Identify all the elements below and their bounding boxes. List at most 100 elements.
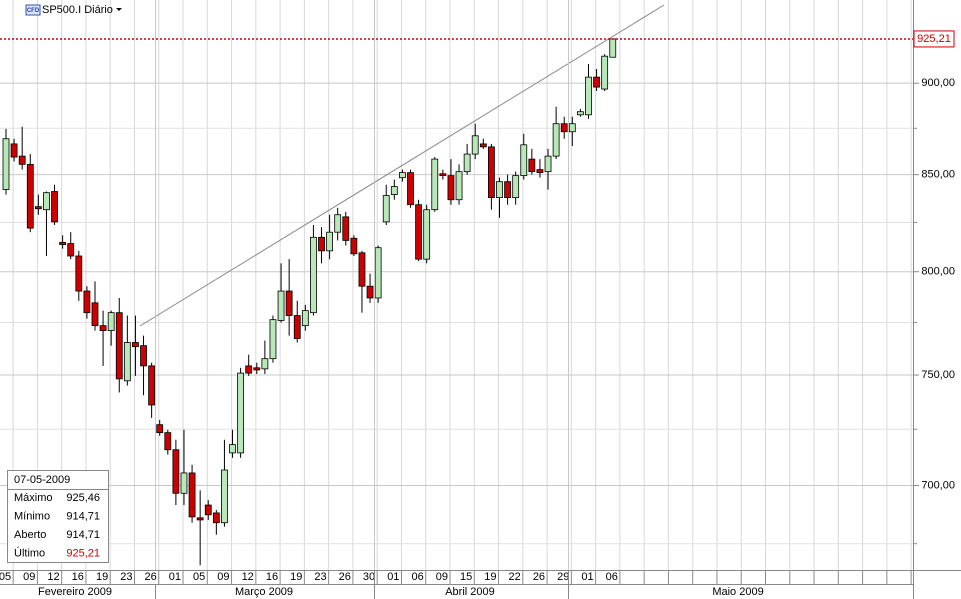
candle-body [318, 236, 325, 252]
grid [0, 0, 913, 570]
candle-body [407, 172, 414, 206]
candle-body [544, 155, 552, 173]
candle-body [431, 158, 439, 211]
candle-body [350, 237, 358, 255]
last-price-label: 925,21 [917, 33, 951, 45]
y-tick-label: 700,00 [921, 479, 955, 491]
candle-body [455, 171, 463, 201]
y-tick-label: 800,00 [921, 266, 955, 278]
candle-body [326, 231, 334, 252]
y-tick-label: 900,00 [921, 77, 955, 89]
x-tick-label: 12 [242, 571, 254, 583]
info-row-name: Aberto [14, 529, 46, 541]
candle-body [609, 38, 617, 58]
x-tick-label: 19 [96, 571, 108, 583]
info-row-name: Mínimo [14, 510, 50, 522]
candle-body [439, 173, 447, 177]
candle-body [479, 143, 487, 148]
badge [25, 4, 41, 16]
x-tick-label: 19 [484, 571, 496, 583]
candle-body [172, 449, 180, 494]
candle-body [221, 469, 228, 524]
chart-title[interactable]: SP500.I Diário [42, 4, 113, 16]
candle-body [342, 216, 350, 241]
candle-body [601, 55, 609, 90]
candle-body [229, 444, 236, 454]
candle-body [585, 76, 592, 116]
candle-body [91, 302, 99, 327]
x-tick-label: 09 [23, 571, 35, 583]
candle-body [285, 290, 293, 316]
info-row-name: Último [14, 546, 45, 559]
month-label: Março 2009 [235, 586, 293, 598]
candle-body [293, 315, 301, 339]
candle-body [277, 290, 285, 321]
candle-body [528, 158, 536, 173]
x-tick-label: 09 [217, 571, 229, 583]
candle-body [132, 342, 139, 348]
x-tick-label: 05 [193, 571, 205, 583]
y-tick-label: 750,00 [921, 369, 955, 381]
candle-body [51, 191, 58, 223]
x-tick-label: 06 [606, 571, 618, 583]
candle-body [83, 290, 91, 314]
x-tick-label: 29 [557, 571, 569, 583]
candle-body [10, 143, 18, 158]
candle-body [447, 175, 455, 201]
month-label: Abril 2009 [445, 586, 495, 598]
candle-body [374, 247, 382, 299]
candle-body [520, 144, 528, 177]
candle-body [358, 252, 366, 287]
trend-line [139, 4, 665, 327]
candle-body [196, 517, 204, 521]
candle-body [423, 209, 431, 260]
candle-body [560, 123, 568, 133]
candle-body [390, 186, 398, 195]
candle-body [463, 153, 471, 173]
dropdown-arrow[interactable] [116, 8, 122, 11]
x-tick-label: 26 [339, 571, 351, 583]
x-tick-label: 30 [363, 571, 375, 583]
candle-body [504, 181, 511, 199]
x-tick-label: 05 [0, 571, 11, 583]
x-tick-label: 16 [266, 571, 278, 583]
candle-body [180, 472, 188, 494]
x-tick-label: 26 [144, 571, 156, 583]
candle-body [212, 512, 220, 524]
x-tick-label: 16 [72, 571, 84, 583]
candle-body [123, 342, 131, 382]
candle-body [188, 472, 196, 518]
info-box: 07-05-2009 Máximo 925,46 Mínimo 914,71 Abert… [7, 470, 109, 563]
x-tick-label: 01 [581, 571, 593, 583]
candles [2, 38, 617, 566]
x-tick-label: 01 [169, 571, 181, 583]
axis: 700,00 750,00 800,00 850,00 900,00 05 09 12 16 19… [0, 77, 955, 584]
candle-body [366, 285, 374, 299]
candle-body [115, 312, 123, 380]
last-price: 925,21 [0, 30, 955, 48]
candle-body [59, 241, 67, 245]
info-row-value: 914,71 [66, 529, 100, 541]
candle-body [107, 312, 115, 332]
candle-body [536, 169, 544, 174]
x-tick-label: 01 [387, 571, 399, 583]
info-row-value: 914,71 [66, 510, 100, 522]
x-tick-label: 19 [290, 571, 302, 583]
candle-body [2, 138, 10, 191]
candle-body [67, 243, 75, 257]
x-tick-label: 15 [460, 571, 472, 583]
x-tick-label: 23 [120, 571, 132, 583]
candle-body [487, 146, 495, 199]
candle-body [164, 432, 172, 451]
month-label: Fevereiro 2009 [38, 586, 112, 598]
x-tick-label: 06 [411, 571, 423, 583]
candle-body [593, 76, 600, 88]
x-tick-label: 22 [509, 571, 521, 583]
info-box-frame [7, 470, 109, 563]
candle-body [75, 255, 83, 292]
x-tick-label: 09 [436, 571, 448, 583]
y-tick-label: 850,00 [921, 169, 955, 181]
x-tick-label: 12 [47, 571, 59, 583]
